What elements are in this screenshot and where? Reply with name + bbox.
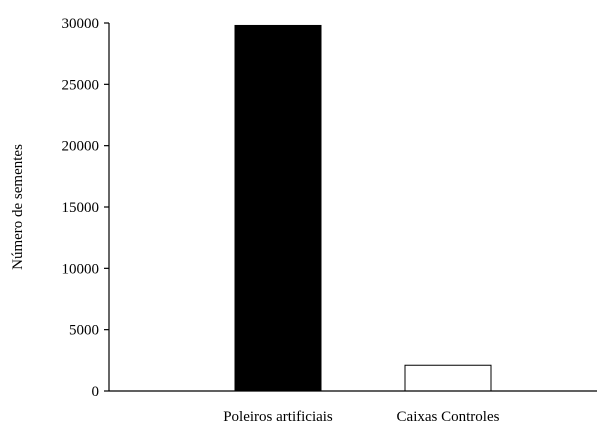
y-tick-label: 0 [92,384,100,400]
x-category-label: Caixas Controles [397,409,500,425]
y-tick-label: 10000 [62,261,100,277]
bars [234,24,492,392]
y-tick-label: 15000 [62,200,100,216]
x-category-label: Poleiros artificiais [223,409,333,425]
y-tick-label: 25000 [62,77,100,93]
bar-1 [234,24,322,392]
bar-2 [404,364,492,392]
x-axis-labels: Poleiros artificiais Caixas Controles [223,409,499,425]
y-tick-label: 30000 [62,16,100,32]
y-axis-ticks: 0 5000 10000 15000 20000 25000 30000 [62,16,109,400]
y-axis-title: Número de sementes [10,144,26,270]
y-tick-label: 20000 [62,139,100,155]
y-tick-label: 5000 [69,323,99,339]
